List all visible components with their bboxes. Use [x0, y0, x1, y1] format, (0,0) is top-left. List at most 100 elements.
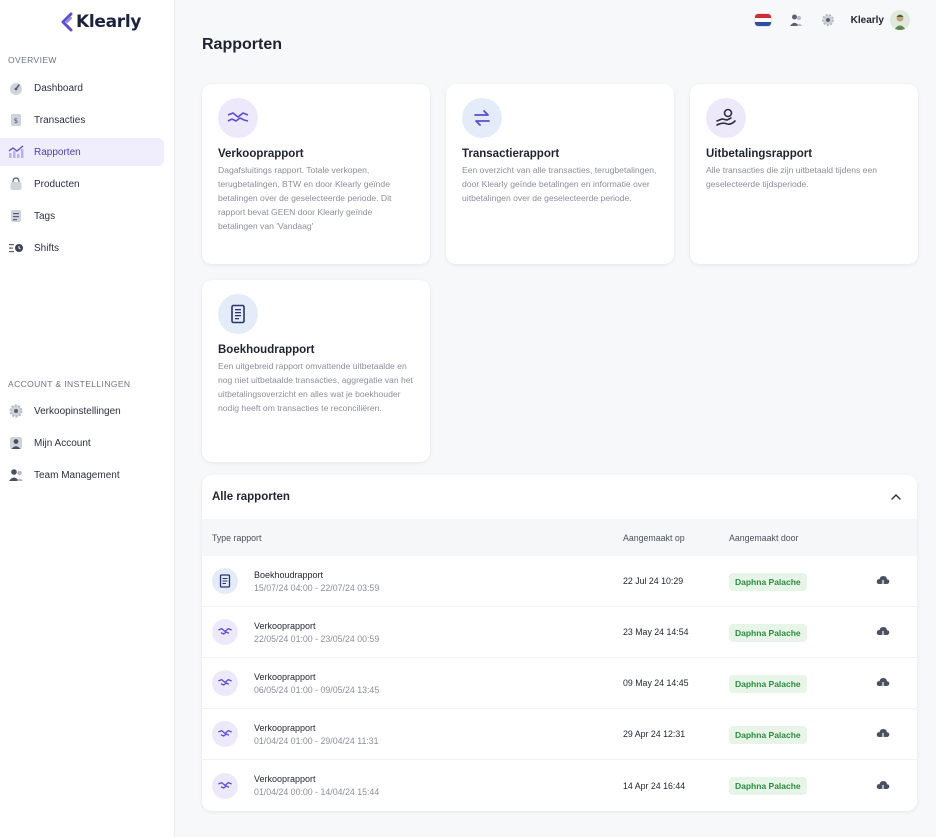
row-type-cell: Verkooprapport 01/04/24 01:00 - 29/04/24… — [202, 721, 623, 747]
page-title: Rapporten — [202, 36, 282, 53]
row-type-cell: Boekhoudrapport 15/07/24 04:00 - 22/07/2… — [202, 568, 623, 594]
table-row[interactable]: Verkooprapport 06/05/24 01:00 - 09/05/24… — [202, 658, 917, 709]
shift-clock-icon — [8, 240, 24, 256]
sidebar-item-label: Team Management — [34, 469, 120, 481]
row-type-cell: Verkooprapport 06/05/24 01:00 - 09/05/24… — [202, 670, 623, 696]
shopping-bag-icon — [8, 176, 24, 192]
tag-document-icon — [8, 208, 24, 224]
created-by-badge: Daphna Palache — [729, 725, 807, 744]
table-row[interactable]: Boekhoudrapport 15/07/24 04:00 - 22/07/2… — [202, 556, 917, 607]
row-report-type: Verkooprapport — [254, 774, 316, 784]
user-icon — [8, 435, 24, 451]
sidebar-item-label: Tags — [34, 210, 56, 222]
row-date-range: 06/05/24 01:00 - 09/05/24 13:45 — [254, 684, 380, 695]
card-description: Een overzicht van alle transacties, teru… — [462, 165, 657, 203]
sidebar-item-verkoopinstellingen[interactable]: Verkoopinstellingen — [0, 397, 164, 425]
created-by-badge: Daphna Palache — [729, 674, 807, 693]
sidebar-item-label: Rapporten — [34, 146, 81, 158]
dashboard-gauge-icon — [8, 80, 24, 96]
sidebar-item-producten[interactable]: Producten — [0, 170, 164, 198]
avatar[interactable] — [890, 10, 910, 30]
swap-arrows-icon — [462, 98, 502, 138]
created-by-badge: Daphna Palache — [729, 777, 807, 795]
row-created-on: 29 Apr 24 12:31 — [623, 729, 686, 739]
row-created-on: 14 Apr 24 16:44 — [623, 780, 686, 791]
card-uitbetalingsrapport[interactable]: Uitbetalingsrapport Alle transacties die… — [690, 84, 918, 264]
card-verkooprapport[interactable]: Verkooprapport Dagafsluitings rapport. T… — [202, 84, 430, 264]
created-by-badge: Daphna Palache — [729, 623, 807, 642]
all-reports-header: Alle rapporten — [202, 475, 917, 519]
handshake-icon — [212, 670, 238, 696]
sidebar-item-label: Producten — [34, 178, 80, 190]
receipt-icon: $ — [8, 112, 24, 128]
top-bar: Klearly — [754, 10, 910, 30]
sidebar-item-label: Transacties — [34, 114, 86, 126]
column-header-created-by[interactable]: Aangemaakt door — [729, 532, 799, 543]
cloud-download-icon[interactable] — [875, 573, 891, 589]
row-report-type: Boekhoudrapport — [254, 569, 324, 580]
gear-icon[interactable] — [819, 11, 837, 29]
users-icon[interactable] — [787, 11, 805, 29]
sidebar-item-mijn-account[interactable]: Mijn Account — [0, 429, 164, 457]
card-description: Dagafsluitings rapport. Totale verkopen,… — [218, 165, 392, 231]
card-title: Verkooprapport — [218, 148, 304, 160]
user-name[interactable]: Klearly — [850, 14, 884, 26]
created-by-badge: Daphna Palache — [729, 572, 807, 591]
row-created-on: 09 May 24 14:45 — [623, 678, 689, 688]
chevron-up-icon[interactable] — [887, 488, 905, 506]
account-section-title: ACCOUNT & INSTELLINGEN — [8, 379, 131, 389]
ledger-document-icon — [218, 294, 258, 334]
gear-icon — [8, 403, 24, 419]
row-created-on: 22 Jul 24 10:29 — [623, 576, 684, 586]
card-title: Boekhoudrapport — [218, 344, 315, 356]
sidebar-item-label: Dashboard — [34, 82, 83, 94]
card-boekhoudrapport[interactable]: Boekhoudrapport Een uitgebreid rapport o… — [202, 280, 430, 462]
card-transactierapport[interactable]: Transactierapport Een overzicht van alle… — [446, 84, 674, 264]
row-report-type: Verkooprapport — [254, 671, 316, 682]
all-reports-panel: Alle rapporten Type rapport Aangemaakt o… — [202, 475, 917, 811]
overview-section-title: OVERVIEW — [8, 55, 57, 65]
sidebar-item-label: Verkoopinstellingen — [34, 405, 121, 417]
team-icon — [8, 467, 24, 483]
table-row[interactable]: Verkooprapport 01/04/24 00:00 - 14/04/24… — [202, 760, 917, 811]
sidebar-item-tags[interactable]: Tags — [0, 202, 164, 230]
sidebar-item-rapporten[interactable]: Rapporten — [0, 138, 164, 166]
sidebar-item-shifts[interactable]: Shifts — [0, 234, 164, 262]
sidebar-item-team-management[interactable]: Team Management — [0, 461, 164, 489]
svg-text:$: $ — [14, 117, 18, 125]
row-created-on: 23 May 24 14:54 — [623, 627, 689, 637]
cloud-download-icon[interactable] — [875, 624, 891, 640]
cloud-download-icon[interactable] — [875, 675, 891, 691]
nl-flag-icon[interactable] — [754, 14, 771, 26]
cloud-download-icon[interactable] — [875, 726, 891, 742]
row-date-range: 01/04/24 01:00 - 29/04/24 11:31 — [254, 735, 379, 746]
chart-icon — [8, 144, 24, 160]
handshake-icon — [212, 619, 238, 645]
column-header-created-on[interactable]: Aangemaakt op — [623, 532, 685, 543]
cloud-download-icon[interactable] — [875, 778, 891, 794]
row-date-range: 22/05/24 01:00 - 23/05/24 00:59 — [254, 633, 380, 644]
row-date-range: 15/07/24 04:00 - 22/07/24 03:59 — [254, 582, 380, 593]
row-date-range: 01/04/24 00:00 - 14/04/24 15:44 — [254, 787, 380, 797]
sidebar-item-dashboard[interactable]: Dashboard — [0, 74, 164, 102]
sidebar-item-transacties[interactable]: $ Transacties — [0, 106, 164, 134]
table-row[interactable]: Verkooprapport 22/05/24 01:00 - 23/05/24… — [202, 607, 917, 658]
table-row[interactable]: Verkooprapport 01/04/24 01:00 - 29/04/24… — [202, 709, 917, 760]
card-description: Een uitgebreid rapport omvattende uitbet… — [218, 361, 413, 413]
sidebar: Klearly OVERVIEW Dashboard $ Transacties… — [0, 0, 175, 837]
sidebar-item-label: Shifts — [34, 242, 60, 254]
handshake-icon — [212, 772, 238, 799]
column-header-type[interactable]: Type rapport — [212, 532, 262, 543]
row-type-cell: Verkooprapport 22/05/24 01:00 - 23/05/24… — [202, 619, 623, 645]
card-description: Alle transacties die zijn uitbetaald tij… — [706, 165, 878, 189]
card-title: Uitbetalingsrapport — [706, 148, 813, 160]
brand-name: Klearly — [76, 12, 142, 32]
hand-payout-icon — [706, 98, 746, 138]
handshake-icon — [218, 98, 258, 138]
row-report-type: Verkooprapport — [254, 620, 316, 631]
row-report-type: Verkooprapport — [254, 722, 316, 733]
handshake-icon — [212, 721, 238, 747]
klearly-logo-mark-icon — [61, 12, 73, 32]
table-header: Type rapport Aangemaakt op Aangemaakt do… — [202, 519, 917, 556]
klearly-logo[interactable]: Klearly — [60, 12, 142, 32]
